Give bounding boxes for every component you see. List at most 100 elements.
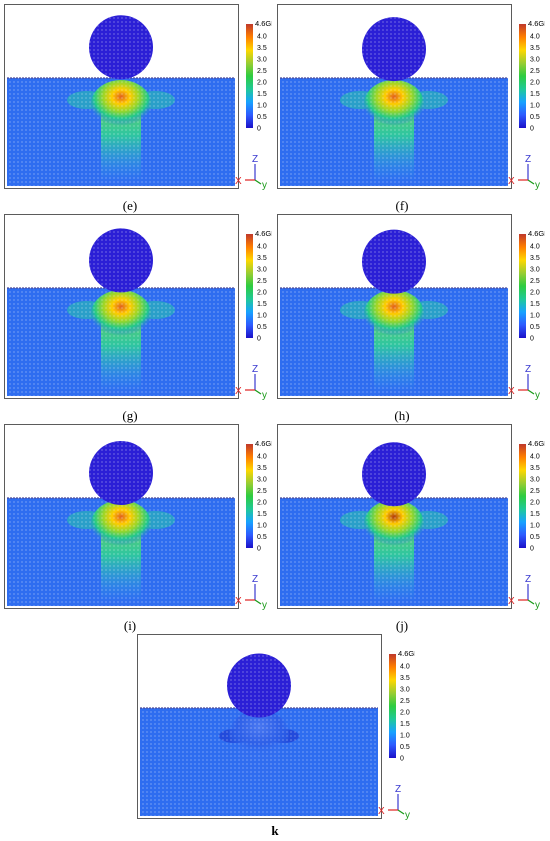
- colorbar-tick: 0: [530, 546, 534, 553]
- colorbar-tick: 3.5: [530, 255, 540, 262]
- axis-z-label: Z: [525, 154, 531, 165]
- panel-g: 4.6GPa 4.0 3.5 3.0 2.5 2.0 1.5 1.0 0.5 0 ZXy: [4, 214, 272, 402]
- colorbar-tick: 0: [530, 126, 534, 133]
- colorbar: [519, 24, 526, 128]
- axis-y-label: y: [262, 180, 267, 191]
- stress-map-h: 4.6GPa 4.0 3.5 3.0 2.5 2.0 1.5 1.0 0.5 0 ZXy: [277, 214, 545, 401]
- axis-y-label: y: [535, 600, 540, 611]
- colorbar-tick: 1.5: [257, 301, 267, 308]
- colorbar-tick: 0.5: [257, 114, 267, 121]
- colorbar-tick: 0: [257, 336, 261, 343]
- axis-z-label: Z: [252, 574, 258, 585]
- axis-x-label: X: [508, 596, 515, 607]
- indenter-texture: [362, 17, 426, 82]
- axis-x-label: X: [235, 386, 242, 397]
- colorbar-tick: 0: [257, 546, 261, 553]
- stress-map-f: 4.6GPa 4.0 3.5 3.0 2.5 2.0 1.5 1.0 0.5 0 ZXy: [277, 4, 545, 191]
- colorbar-tick: 3.0: [530, 477, 540, 484]
- axis-z-label: Z: [525, 574, 531, 585]
- colorbar-tick: 2.0: [257, 80, 267, 87]
- axis-x-label: X: [378, 806, 385, 817]
- colorbar-tick: 2.5: [257, 488, 267, 495]
- axis-y-label: y: [262, 600, 267, 611]
- axis-x-label: X: [235, 176, 242, 187]
- colorbar-tick: 2.5: [400, 698, 410, 705]
- colorbar-tick: 0.5: [400, 744, 410, 751]
- colorbar-tick: 2.0: [400, 710, 410, 717]
- colorbar-title: 4.6GPa: [528, 439, 545, 448]
- indenter-texture: [89, 228, 153, 293]
- colorbar: [246, 234, 253, 338]
- colorbar-tick: 1.0: [530, 313, 540, 320]
- colorbar-tick: 2.0: [530, 80, 540, 87]
- indenter-texture: [362, 229, 426, 294]
- colorbar: [519, 234, 526, 338]
- colorbar-title: 4.6GPa: [255, 19, 272, 28]
- axis-x-label: X: [508, 176, 515, 187]
- atom-texture: [7, 288, 235, 396]
- colorbar-tick: 4.0: [400, 664, 410, 671]
- stress-map-j: 4.6GPa 4.0 3.5 3.0 2.5 2.0 1.5 1.0 0.5 0 ZXy: [277, 424, 545, 611]
- axis-y-line: [254, 599, 262, 605]
- colorbar-tick: 2.0: [257, 500, 267, 507]
- indenter-texture: [89, 440, 153, 505]
- colorbar-tick: 2.5: [530, 488, 540, 495]
- colorbar: [246, 444, 253, 548]
- colorbar-tick: 4.0: [530, 244, 540, 251]
- axis-z-label: Z: [252, 364, 258, 375]
- colorbar-tick: 2.5: [257, 278, 267, 285]
- axis-y-label: y: [535, 180, 540, 191]
- axis-x-label: X: [508, 386, 515, 397]
- panel-h: 4.6GPa 4.0 3.5 3.0 2.5 2.0 1.5 1.0 0.5 0 ZXy: [277, 214, 545, 402]
- axis-y-label: y: [535, 390, 540, 401]
- axis-y-line: [527, 389, 535, 395]
- axis-y-label: y: [262, 390, 267, 401]
- colorbar-tick: 2.5: [257, 68, 267, 75]
- colorbar-tick: 2.0: [530, 500, 540, 507]
- colorbar-tick: 0.5: [257, 324, 267, 331]
- colorbar-tick: 3.5: [400, 675, 410, 682]
- colorbar-tick: 2.0: [257, 290, 267, 297]
- colorbar-title: 4.6GPa: [528, 19, 545, 28]
- caption-h: (h): [394, 408, 410, 423]
- colorbar-title: 4.6GPa: [255, 229, 272, 238]
- colorbar-title: 4.6GPa: [398, 649, 415, 658]
- colorbar-tick: 3.0: [257, 57, 267, 64]
- axis-z-label: Z: [395, 784, 401, 795]
- atom-texture: [140, 708, 378, 816]
- atom-texture: [280, 78, 508, 186]
- colorbar-tick: 0.5: [530, 534, 540, 541]
- colorbar-title: 4.6GPa: [255, 439, 272, 448]
- caption-f: (f): [395, 198, 409, 213]
- axis-y-line: [397, 809, 405, 815]
- colorbar-tick: 1.5: [400, 721, 410, 728]
- caption-j: (j): [395, 618, 409, 633]
- colorbar-title: 4.6GPa: [528, 229, 545, 238]
- colorbar-tick: 3.5: [257, 255, 267, 262]
- axis-y-line: [254, 389, 262, 395]
- caption-g: (g): [122, 408, 138, 423]
- panel-k: 4.6GPa 4.0 3.5 3.0 2.5 2.0 1.5 1.0 0.5 0 ZXy: [137, 634, 415, 822]
- colorbar-tick: 1.0: [257, 313, 267, 320]
- panel-j: 4.6GPa 4.0 3.5 3.0 2.5 2.0 1.5 1.0 0.5 0 ZXy: [277, 424, 545, 612]
- caption-e: (e): [122, 198, 138, 213]
- stress-map-i: 4.6GPa 4.0 3.5 3.0 2.5 2.0 1.5 1.0 0.5 0 ZXy: [4, 424, 272, 611]
- colorbar-tick: 1.0: [257, 523, 267, 530]
- panel-f: 4.6GPa 4.0 3.5 3.0 2.5 2.0 1.5 1.0 0.5 0 ZXy: [277, 4, 545, 192]
- colorbar-tick: 0.5: [530, 324, 540, 331]
- colorbar-tick: 1.0: [257, 103, 267, 110]
- colorbar-tick: 3.5: [530, 465, 540, 472]
- panel-i: 4.6GPa 4.0 3.5 3.0 2.5 2.0 1.5 1.0 0.5 0 ZXy: [4, 424, 272, 612]
- colorbar-tick: 1.5: [530, 91, 540, 98]
- colorbar-tick: 0.5: [530, 114, 540, 121]
- axis-y-line: [527, 599, 535, 605]
- axis-x-label: X: [235, 596, 242, 607]
- colorbar-tick: 1.5: [257, 91, 267, 98]
- colorbar-tick: 0.5: [257, 534, 267, 541]
- atom-texture: [7, 498, 235, 606]
- colorbar-tick: 0: [257, 126, 261, 133]
- colorbar-tick: 1.5: [257, 511, 267, 518]
- axis-y-label: y: [405, 810, 410, 821]
- indenter-texture: [362, 442, 426, 507]
- atom-texture: [280, 498, 508, 606]
